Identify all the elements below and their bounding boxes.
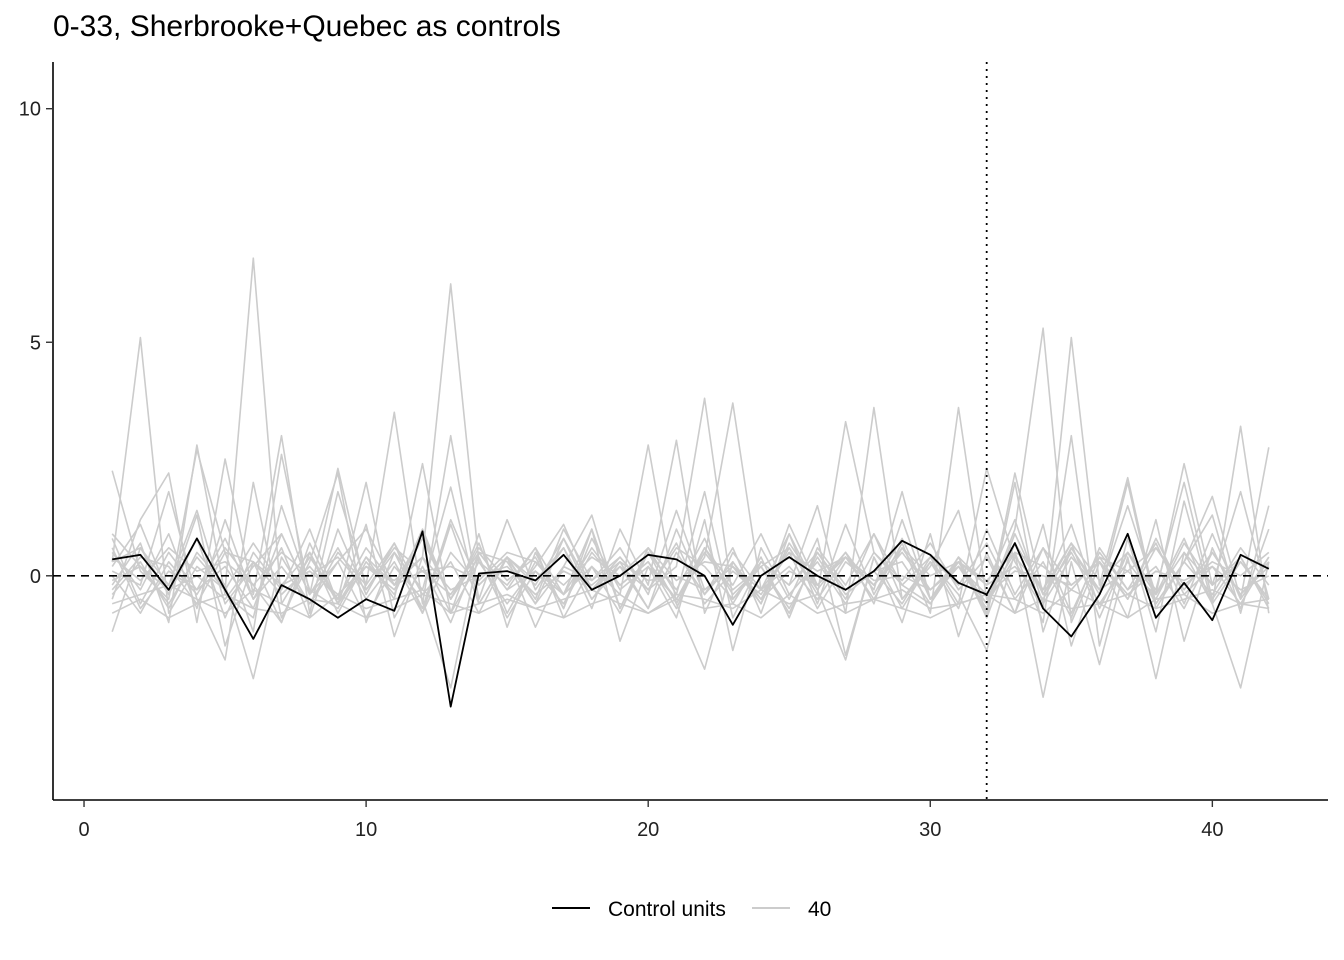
chart-title: 0-33, Sherbrooke+Quebec as controls	[53, 10, 561, 43]
legend-label-1: 40	[808, 898, 831, 921]
series-line-10	[111, 537, 1270, 624]
series-line-control-units	[112, 530, 1270, 708]
y-tick-label: 10	[19, 99, 41, 121]
axes: 0 10 20 30 40 0 5 10	[19, 62, 1328, 841]
series-line-5	[111, 514, 1270, 657]
series-line-19	[111, 462, 1270, 610]
x-tick-label: 20	[637, 819, 659, 841]
series-line-6	[111, 406, 1270, 661]
series-line-16	[111, 546, 1270, 605]
x-tick-label: 10	[355, 819, 377, 841]
series-line-7	[111, 584, 1269, 619]
series-line-18	[111, 556, 1270, 601]
reference-lines	[53, 62, 1328, 800]
x-tick-label: 40	[1201, 819, 1223, 841]
x-tick-label: 30	[919, 819, 941, 841]
y-tick-label: 5	[30, 332, 41, 354]
series-layer	[111, 257, 1270, 708]
series-line-8	[111, 518, 1270, 619]
x-tick-label: 0	[78, 819, 89, 841]
series-line-13	[111, 523, 1270, 619]
y-tick-label: 0	[30, 566, 41, 588]
series-line-14	[111, 593, 1269, 619]
legend: Control units 40	[552, 898, 831, 921]
legend-label-0: Control units	[608, 898, 726, 921]
